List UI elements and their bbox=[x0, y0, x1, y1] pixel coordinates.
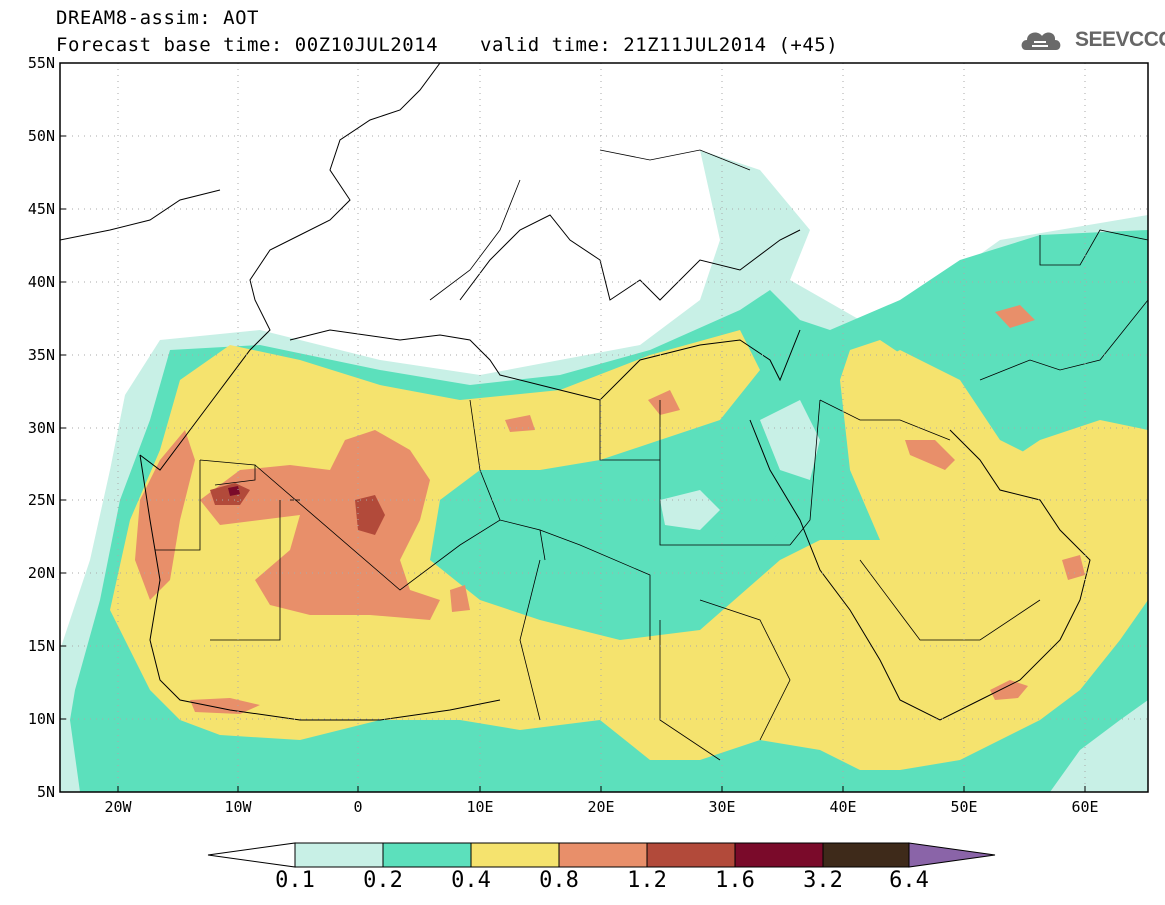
colorbar-swatch bbox=[558, 842, 648, 868]
colorbar-swatch-over bbox=[908, 842, 996, 868]
cloud-logo-icon bbox=[1021, 32, 1061, 50]
colorbar-swatch bbox=[646, 842, 736, 868]
aot-band-0.4-arabia bbox=[840, 350, 1148, 660]
lon-label: 50E bbox=[950, 798, 977, 816]
lat-label: 40N bbox=[28, 273, 55, 291]
map-title: DREAM8-assim: AOT bbox=[56, 7, 259, 29]
lon-label: 10W bbox=[224, 798, 252, 816]
aot-band-0.8-iraq bbox=[905, 440, 955, 470]
colorbar-label: 0.8 bbox=[539, 868, 579, 893]
lat-label: 20N bbox=[28, 564, 55, 582]
colorbar-label: 1.6 bbox=[715, 868, 755, 893]
lon-label: 20E bbox=[587, 798, 614, 816]
lon-label: 0 bbox=[353, 798, 362, 816]
lat-label: 30N bbox=[28, 419, 55, 437]
lon-label: 40E bbox=[829, 798, 856, 816]
colorbar-label: 0.2 bbox=[363, 868, 403, 893]
colorbar-label: 1.2 bbox=[627, 868, 667, 893]
aot-band-1.6 bbox=[228, 486, 240, 496]
lon-label: 30E bbox=[708, 798, 735, 816]
lat-label: 5N bbox=[37, 783, 55, 801]
aot-band-0.8-coast bbox=[190, 698, 260, 714]
aot-band-0.8-west bbox=[135, 430, 195, 600]
lat-label: 10N bbox=[28, 710, 55, 728]
colorbar-swatch bbox=[822, 842, 910, 868]
gridlines bbox=[60, 63, 1148, 792]
coastlines bbox=[60, 63, 1091, 721]
colorbar-label: 0.1 bbox=[275, 868, 315, 893]
aot-band-0.8-mali bbox=[450, 585, 470, 612]
lat-labels: 55N 50N 45N 40N 35N 30N 25N 20N 15N 10N … bbox=[28, 54, 55, 801]
lat-label: 35N bbox=[28, 346, 55, 364]
colorbar-swatch bbox=[734, 842, 824, 868]
country-borders bbox=[155, 149, 1148, 761]
aot-fields bbox=[60, 150, 1148, 792]
colorbar-label: 0.4 bbox=[451, 868, 491, 893]
axis-ticks bbox=[60, 62, 1086, 792]
lat-label: 50N bbox=[28, 127, 55, 145]
colorbar-label: 3.2 bbox=[803, 868, 843, 893]
colorbar-labels: 0.1 0.2 0.4 0.8 1.2 1.6 3.2 6.4 bbox=[0, 868, 1165, 898]
colorbar-swatch bbox=[382, 842, 472, 868]
lat-label: 15N bbox=[28, 637, 55, 655]
logo-text: SEEVCCC bbox=[1075, 28, 1165, 51]
colorbar-swatch bbox=[470, 842, 560, 868]
valid-time: valid time: 21Z11JUL2014 (+45) bbox=[480, 34, 839, 56]
aot-band-0.8-oman bbox=[1062, 555, 1085, 580]
colorbar bbox=[207, 842, 996, 868]
aot-band-0.8-libya bbox=[505, 415, 535, 432]
aot-band-0.1-inner bbox=[660, 490, 720, 530]
colorbar-label: 6.4 bbox=[889, 868, 929, 893]
lat-label: 45N bbox=[28, 200, 55, 218]
aot-band-0.8-egypt bbox=[648, 390, 680, 415]
lon-label: 60E bbox=[1071, 798, 1098, 816]
forecast-base-time: Forecast base time: 00Z10JUL2014 bbox=[56, 34, 439, 56]
lon-label: 20W bbox=[104, 798, 132, 816]
aot-band-0.8-arabsea bbox=[990, 680, 1028, 700]
lon-label: 10E bbox=[466, 798, 493, 816]
lat-label: 55N bbox=[28, 54, 55, 72]
lon-labels: 20W 10W 0 10E 20E 30E 40E 50E 60E bbox=[104, 798, 1098, 816]
aot-band-0.8-caspian bbox=[995, 305, 1035, 328]
colorbar-swatch-under bbox=[207, 842, 296, 868]
aot-band-1.2 bbox=[355, 495, 385, 535]
aot-band-0.1-levant bbox=[760, 400, 820, 480]
colorbar-swatch bbox=[294, 842, 384, 868]
lat-label: 25N bbox=[28, 491, 55, 509]
